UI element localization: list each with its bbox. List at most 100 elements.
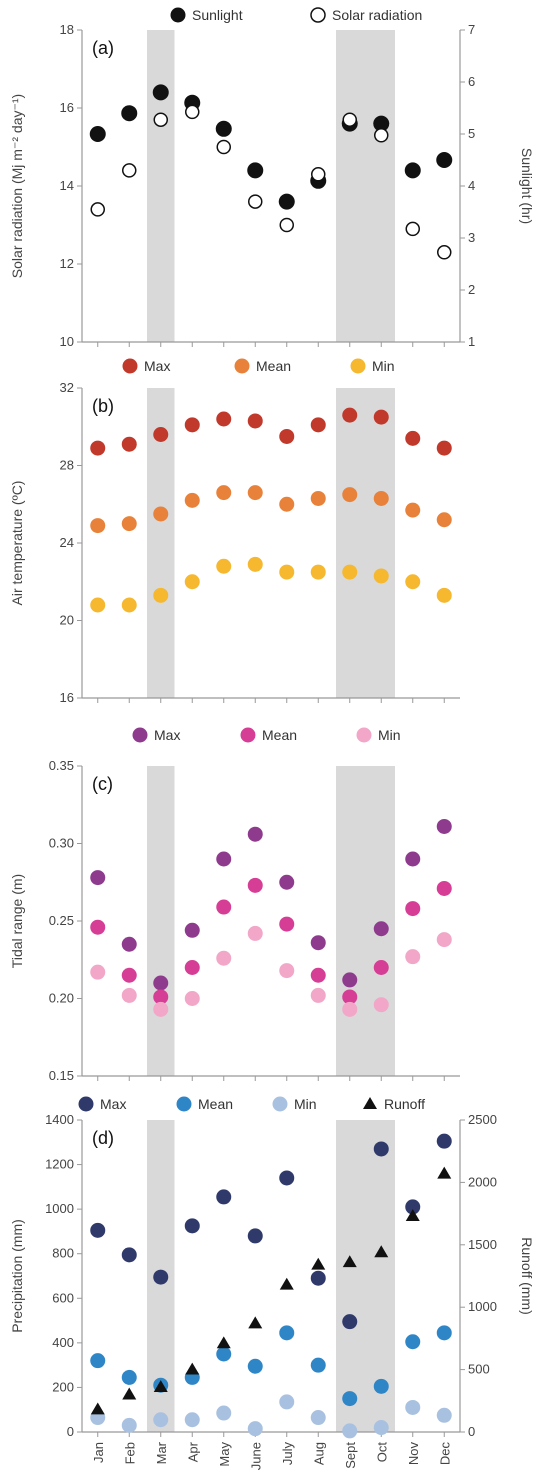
shaded-month-band [363,30,368,342]
data-point-mean [216,1346,232,1362]
y-tick-label: 0.20 [49,991,74,1006]
data-point-max [436,440,452,456]
data-point-max [279,874,295,890]
data-point-min [310,564,326,580]
data-point-mean [405,502,421,518]
legend-label: Solar radiation [332,7,422,23]
shaded-month-band [363,1120,368,1432]
y2-axis-label: Runoff (mm) [519,1237,534,1315]
panel-label: (d) [92,1128,114,1148]
x-tick-label: Jan [91,1442,106,1463]
data-point-max [184,417,200,433]
data-point-min [405,949,421,965]
data-point-sunlight [215,120,232,137]
data-point-max [405,430,421,446]
data-point-mean [310,1357,326,1373]
y-tick-label: 0.35 [49,758,74,773]
legend-label: Min [294,1096,317,1112]
data-point-max [184,922,200,938]
legend-marker [234,358,250,374]
data-point-min [121,1417,137,1433]
data-point-solar-radiation [405,221,420,237]
panel-label: (c) [92,774,113,794]
legend-marker [363,1097,377,1109]
data-point-min [247,925,263,941]
data-point-mean [247,1358,263,1374]
panel-label: (a) [92,38,114,58]
legend-marker [78,1096,94,1112]
shaded-month-band [336,30,364,342]
data-point-min [216,558,232,574]
y-axis-label: Air temperature (ºC) [9,481,25,606]
data-point-mean [153,989,169,1005]
data-point-min [342,1001,358,1017]
data-point-max [405,851,421,867]
data-point-max [342,407,358,423]
data-point-min [373,568,389,584]
data-point-max [90,1222,106,1238]
data-point-min [247,556,263,572]
y-tick-label: 600 [52,1290,74,1305]
data-point-sunlight [121,105,138,122]
data-point-max [436,1133,452,1149]
legend-label: Min [378,727,401,743]
data-point-runoff [122,1387,137,1400]
data-point-runoff [216,1336,231,1349]
data-point-sunlight [278,193,295,210]
data-point-solar-radiation [153,112,168,127]
data-point-mean [279,1325,295,1341]
data-point-max [247,1228,263,1244]
x-tick-label: Oct [374,1442,389,1463]
data-point-runoff [90,1402,105,1415]
data-point-min [279,564,295,580]
data-point-solar-radiation [374,128,389,143]
x-tick-label: July [280,1442,295,1466]
x-tick-label: Sept [343,1442,358,1469]
data-point-max [153,975,169,991]
data-point-mean [184,492,200,508]
data-point-max [216,1189,232,1205]
data-point-mean [121,516,137,532]
y-tick-label: 16 [60,690,74,705]
shaded-month-band [367,388,395,698]
data-point-max [90,870,106,886]
y-tick-label: 28 [60,458,74,473]
data-point-solar-radiation [311,167,326,182]
data-point-solar-radiation [248,194,263,209]
y-axis-label: Precipitation (mm) [9,1219,25,1333]
data-point-max [279,428,295,444]
data-point-min [279,1394,295,1410]
data-point-mean [373,1378,389,1394]
legend-marker [170,7,186,23]
data-point-mean [405,901,421,917]
shaded-month-band [367,30,395,342]
panel-label: (b) [92,396,114,416]
data-point-mean [184,960,200,975]
data-point-solar-radiation [437,245,452,260]
data-point-runoff [437,1166,452,1179]
data-point-max [153,1269,169,1285]
data-point-max [153,427,169,442]
data-point-min [342,564,358,580]
legend-marker [310,7,326,23]
y2-tick-label: 500 [468,1362,490,1377]
data-point-min [405,1399,421,1415]
data-point-mean [405,1334,421,1350]
data-point-max [373,1141,389,1157]
data-point-min [279,963,295,979]
shaded-month-band [367,766,395,1076]
data-point-max [216,411,232,427]
data-point-min [436,587,452,603]
x-tick-label: Aug [311,1442,326,1465]
data-point-mean [121,967,137,983]
y2-tick-label: 3 [468,230,475,245]
y-axis-label: Tidal range (m) [9,874,25,968]
shaded-month-band [363,766,368,1076]
x-tick-label: Nov [406,1442,421,1466]
data-point-max [373,409,389,425]
data-point-sunlight [152,84,169,101]
data-point-min [436,1407,452,1423]
data-point-solar-radiation [279,217,294,233]
